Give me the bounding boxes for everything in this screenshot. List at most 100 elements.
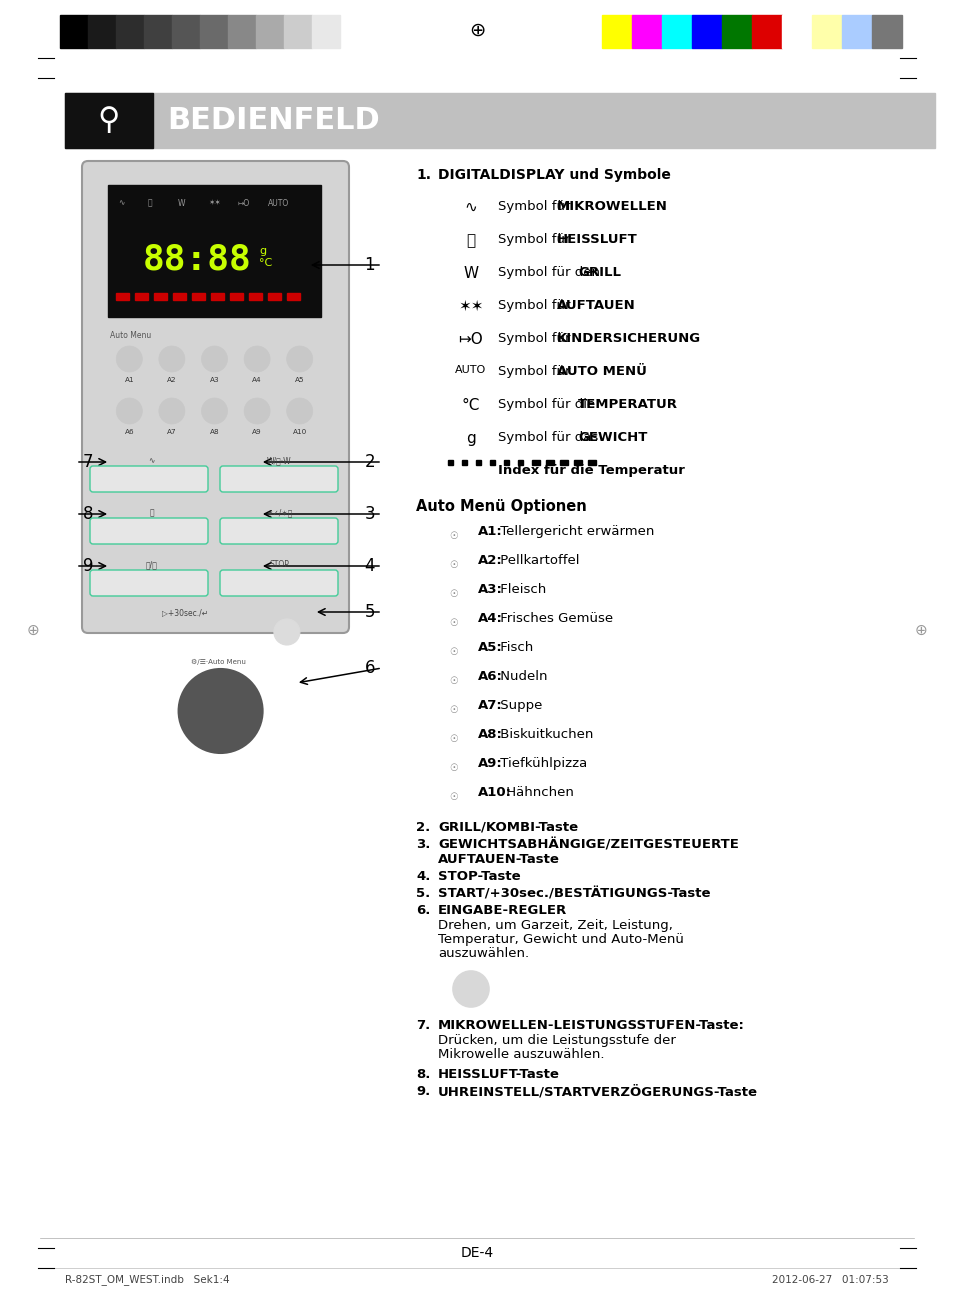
Text: Symbol für: Symbol für <box>497 300 574 312</box>
Text: 8.: 8. <box>416 1068 430 1081</box>
Bar <box>490 460 495 465</box>
Text: A4: A4 <box>252 377 262 383</box>
Text: 5.: 5. <box>416 887 430 900</box>
Circle shape <box>201 398 227 423</box>
Text: A4:: A4: <box>477 612 502 625</box>
Text: ⎈: ⎈ <box>148 199 152 208</box>
Text: ☉: ☉ <box>449 618 457 627</box>
Text: ∿: ∿ <box>464 200 476 216</box>
Circle shape <box>244 398 270 423</box>
Text: Auto Menu: Auto Menu <box>110 332 152 341</box>
Text: 7: 7 <box>83 453 93 471</box>
Bar <box>559 460 567 465</box>
Bar <box>211 293 224 300</box>
Circle shape <box>244 346 270 372</box>
Bar <box>841 15 871 48</box>
Text: ⚲: ⚲ <box>98 106 120 136</box>
Text: 2012-06-27   01:07:53: 2012-06-27 01:07:53 <box>771 1276 888 1285</box>
Text: ☉: ☉ <box>449 647 457 657</box>
Text: Hähnchen: Hähnchen <box>501 786 573 799</box>
Text: A9: A9 <box>252 429 262 435</box>
Bar <box>476 460 480 465</box>
Text: g: g <box>259 247 266 256</box>
FancyBboxPatch shape <box>90 571 208 596</box>
FancyBboxPatch shape <box>90 466 208 492</box>
Bar <box>811 15 841 48</box>
Text: ☉: ☉ <box>449 589 457 599</box>
Bar <box>691 15 721 48</box>
Bar <box>312 15 339 48</box>
Text: 5: 5 <box>364 603 375 621</box>
Text: Pellkartoffel: Pellkartoffel <box>496 554 578 567</box>
Text: Nudeln: Nudeln <box>496 670 547 683</box>
Text: 9.: 9. <box>416 1084 430 1099</box>
FancyBboxPatch shape <box>220 466 337 492</box>
Bar <box>601 15 631 48</box>
Text: ☉: ☉ <box>449 560 457 571</box>
Text: ↦O: ↦O <box>458 332 483 347</box>
Text: 1.: 1. <box>416 168 431 182</box>
Text: ⎈: ⎈ <box>466 232 475 248</box>
Bar <box>200 15 228 48</box>
Text: A3:: A3: <box>477 584 502 596</box>
Text: ☉: ☉ <box>449 531 457 541</box>
Text: ☉: ☉ <box>449 763 457 773</box>
Text: START/+30sec./BESTÄTIGUNGS-Taste: START/+30sec./BESTÄTIGUNGS-Taste <box>437 887 710 900</box>
Bar <box>517 460 522 465</box>
FancyBboxPatch shape <box>220 571 337 596</box>
Bar <box>574 460 581 465</box>
Text: GEWICHTSABHÄNGIGE/ZEITGESTEUERTE: GEWICHTSABHÄNGIGE/ZEITGESTEUERTE <box>437 838 739 851</box>
Text: g: g <box>466 431 476 445</box>
Text: ∿: ∿ <box>118 199 124 208</box>
Text: °C: °C <box>461 398 479 413</box>
Bar <box>60 15 88 48</box>
Text: GEWICHT: GEWICHT <box>578 431 647 444</box>
Text: Biskuitkuchen: Biskuitkuchen <box>496 728 593 741</box>
Text: MIKROWELLEN: MIKROWELLEN <box>557 200 667 213</box>
Text: ↦O: ↦O <box>237 199 250 208</box>
Text: °C: °C <box>259 258 273 269</box>
Text: Fisch: Fisch <box>496 642 533 655</box>
Text: 6.: 6. <box>416 904 430 917</box>
Text: KINDERSICHERUNG: KINDERSICHERUNG <box>557 332 700 345</box>
Text: A5: A5 <box>294 377 304 383</box>
Text: Drehen, um Garzeit, Zeit, Leistung,: Drehen, um Garzeit, Zeit, Leistung, <box>437 919 672 932</box>
Text: ⌛/⎈: ⌛/⎈ <box>146 560 157 569</box>
FancyBboxPatch shape <box>82 161 349 633</box>
Text: ⚙/☰·Auto Menu: ⚙/☰·Auto Menu <box>191 658 246 665</box>
Bar <box>268 293 281 300</box>
Text: AUTO MENÜ: AUTO MENÜ <box>557 365 646 378</box>
Bar <box>153 293 167 300</box>
Text: TEMPERATUR: TEMPERATUR <box>578 398 678 411</box>
Text: Symbol für das: Symbol für das <box>497 431 602 444</box>
Text: Symbol für den: Symbol für den <box>497 266 603 279</box>
Text: ✶✶: ✶✶ <box>457 300 483 314</box>
Text: 4.: 4. <box>416 870 430 883</box>
Bar <box>172 293 186 300</box>
Text: ☉: ☉ <box>449 735 457 744</box>
Text: Tiefkühlpizza: Tiefkühlpizza <box>496 757 586 769</box>
Bar <box>88 15 116 48</box>
Bar <box>108 185 320 318</box>
Text: 3: 3 <box>364 505 375 523</box>
FancyBboxPatch shape <box>90 518 208 544</box>
Text: A10:: A10: <box>477 786 512 799</box>
Text: Index für die Temperatur: Index für die Temperatur <box>497 463 684 476</box>
Text: Frisches Gemüse: Frisches Gemüse <box>496 612 612 625</box>
Bar <box>461 460 467 465</box>
Circle shape <box>274 618 299 646</box>
Bar <box>172 15 200 48</box>
Text: HEISSLUFT-Taste: HEISSLUFT-Taste <box>437 1068 559 1081</box>
Text: W/⎈·W: W/⎈·W <box>267 456 292 465</box>
Text: ☉: ☉ <box>449 705 457 715</box>
Bar <box>230 293 243 300</box>
Text: AUTO: AUTO <box>455 365 486 374</box>
Text: AUFTAUEN: AUFTAUEN <box>557 300 635 312</box>
Text: A6:: A6: <box>477 670 502 683</box>
Text: 8: 8 <box>83 505 93 523</box>
Text: STOP: STOP <box>269 560 289 569</box>
Bar <box>545 460 554 465</box>
Text: ✶✓/✶⎈: ✶✓/✶⎈ <box>266 507 293 516</box>
FancyBboxPatch shape <box>220 518 337 544</box>
Text: A6: A6 <box>124 429 134 435</box>
